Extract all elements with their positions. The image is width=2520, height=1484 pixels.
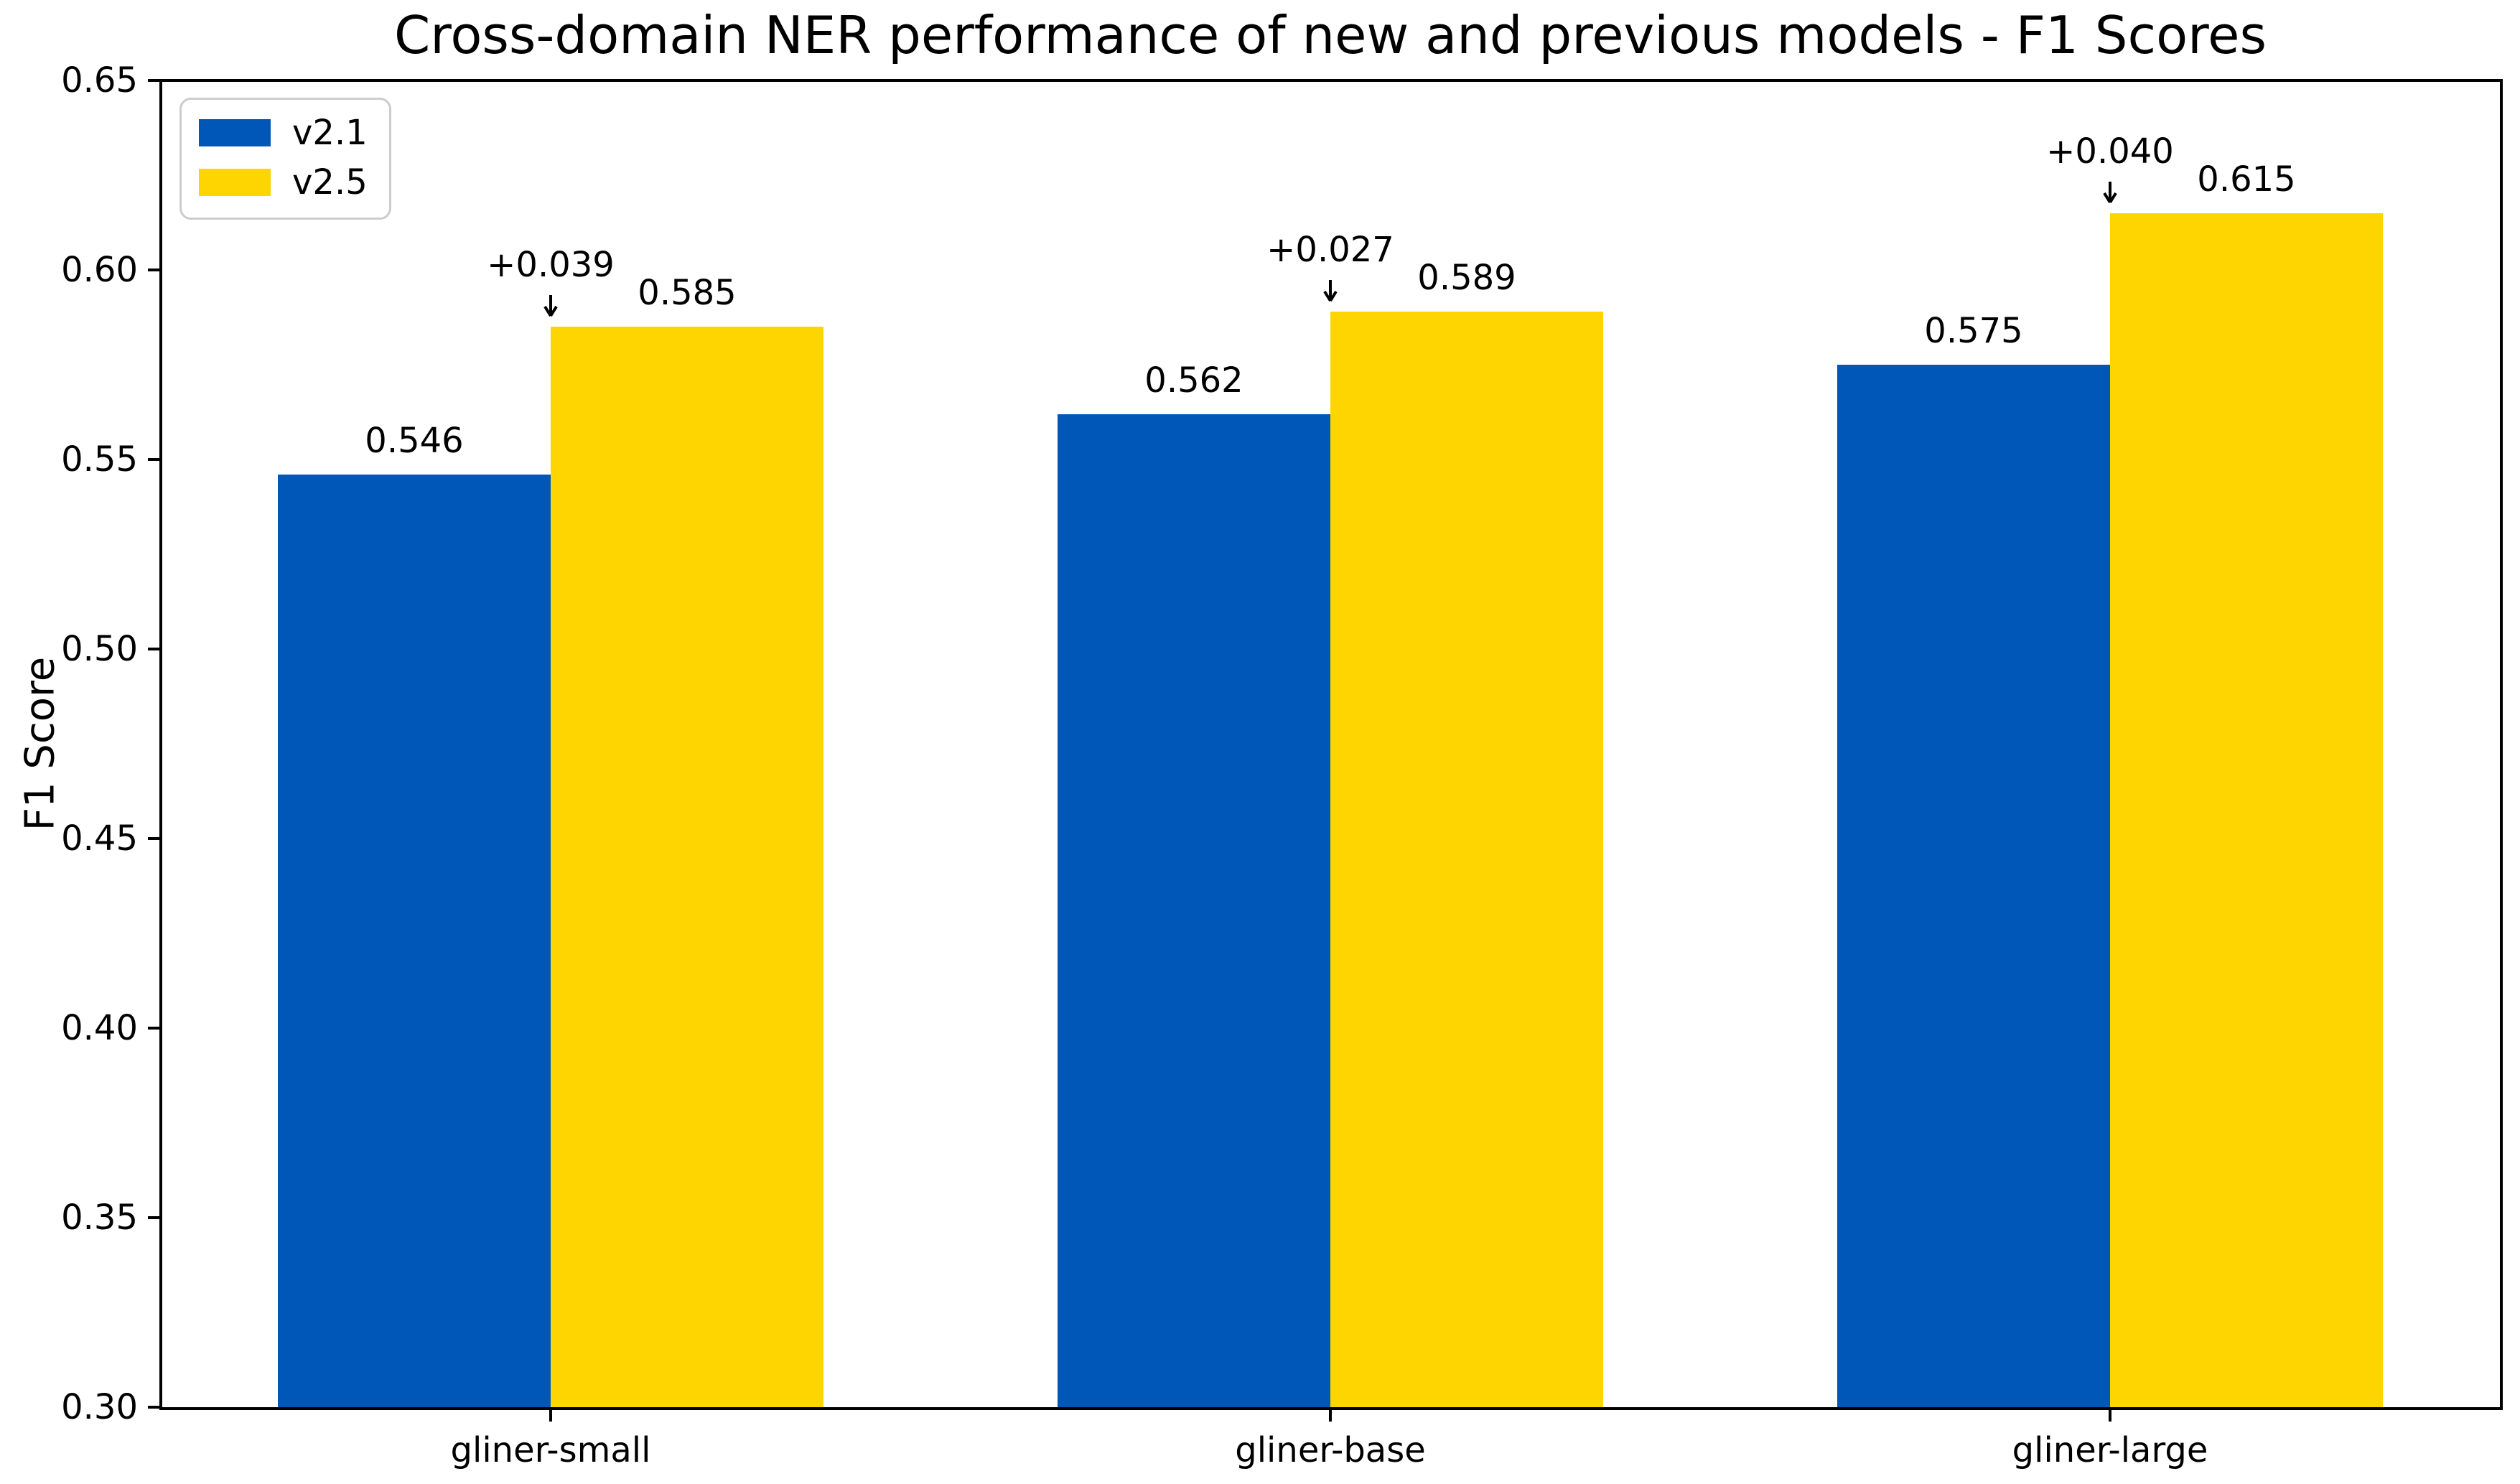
- y-tick-mark: [148, 1406, 161, 1409]
- y-tick-mark: [148, 837, 161, 840]
- down-arrow-icon: [543, 295, 558, 317]
- y-tick-label: 0.60: [61, 250, 138, 290]
- y-tick-mark: [148, 648, 161, 650]
- legend-label: v2.5: [292, 162, 368, 202]
- y-tick-label: 0.45: [61, 818, 138, 859]
- y-tick-mark: [148, 458, 161, 461]
- y-tick-label: 0.55: [61, 439, 138, 480]
- delta-annotation: +0.040: [2046, 131, 2174, 172]
- bar-v2.5-gliner-small: [551, 327, 823, 1407]
- value-label: 0.575: [1924, 311, 2023, 351]
- down-arrow-icon: [2103, 181, 2117, 203]
- value-label: 0.585: [638, 273, 737, 314]
- value-label: 0.546: [365, 421, 464, 462]
- bar-v2.1-gliner-base: [1058, 414, 1330, 1407]
- y-tick-label: 0.30: [61, 1387, 138, 1427]
- down-arrow-icon: [1323, 280, 1338, 302]
- value-label: 0.615: [2197, 159, 2296, 200]
- y-tick-mark: [148, 1027, 161, 1030]
- y-tick-mark: [148, 1216, 161, 1219]
- legend-swatch: [199, 169, 271, 197]
- x-tick-label: gliner-small: [450, 1430, 651, 1470]
- y-tick-label: 0.65: [61, 60, 138, 101]
- legend-entry: v2.1: [199, 114, 368, 152]
- x-tick-label: gliner-large: [2012, 1430, 2208, 1470]
- y-tick-label: 0.40: [61, 1008, 138, 1048]
- value-label: 0.562: [1144, 360, 1243, 401]
- value-label: 0.589: [1417, 258, 1516, 299]
- x-tick-label: gliner-base: [1235, 1430, 1426, 1470]
- chart-title: Cross-domain NER performance of new and …: [394, 5, 2267, 65]
- y-tick-label: 0.35: [61, 1198, 138, 1238]
- legend-label: v2.1: [292, 113, 368, 153]
- y-tick-mark: [148, 269, 161, 271]
- delta-annotation: +0.039: [487, 245, 615, 286]
- delta-annotation: +0.027: [1266, 230, 1394, 271]
- x-tick-mark: [549, 1409, 552, 1422]
- y-tick-mark: [148, 79, 161, 82]
- bar-v2.1-gliner-small: [278, 475, 551, 1407]
- legend-swatch: [199, 119, 271, 147]
- bar-v2.1-gliner-large: [1837, 365, 2110, 1407]
- bar-v2.5-gliner-large: [2110, 213, 2383, 1407]
- y-tick-label: 0.50: [61, 629, 138, 669]
- bar-v2.5-gliner-base: [1330, 312, 1603, 1407]
- y-axis-label: F1 Score: [17, 656, 64, 831]
- x-tick-mark: [2109, 1409, 2111, 1422]
- legend: v2.1 v2.5: [179, 98, 391, 220]
- legend-entry: v2.5: [199, 162, 368, 202]
- x-tick-mark: [1329, 1409, 1332, 1422]
